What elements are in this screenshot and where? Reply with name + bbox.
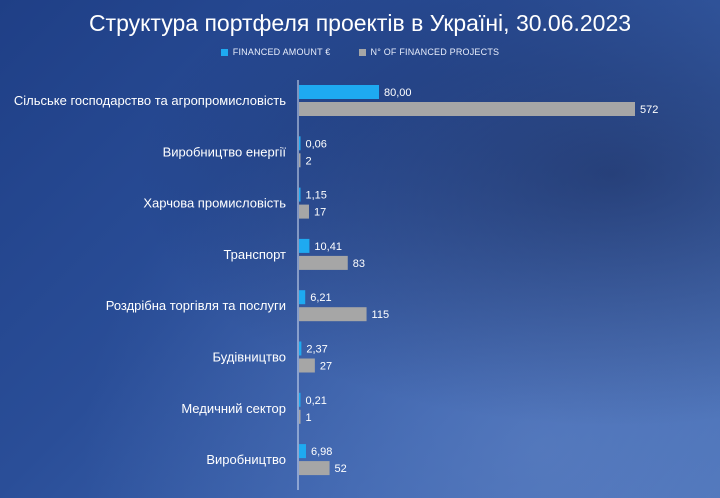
bar-financed-amount (299, 290, 306, 305)
bar-financed-projects (299, 358, 315, 373)
data-label-financed-amount: 2,37 (306, 344, 327, 356)
legend-swatch-financed-projects (358, 48, 366, 56)
category-label: Роздрібна торгівля та послуги (106, 298, 286, 313)
data-label-financed-amount: 0,06 (306, 138, 327, 150)
category-label: Будівництво (212, 350, 286, 365)
category-label: Медичний сектор (181, 401, 286, 416)
data-label-financed-projects: 1 (306, 412, 312, 424)
data-label-financed-amount: 6,21 (310, 292, 331, 304)
data-label-financed-amount: 80,00 (384, 87, 412, 99)
data-label-financed-projects: 83 (353, 258, 365, 270)
legend-label-financed-projects: N° OF FINANCED PROJECTS (370, 47, 500, 57)
data-label-financed-amount: 0,21 (306, 395, 327, 407)
bar-financed-projects (299, 255, 348, 270)
data-label-financed-amount: 1,15 (306, 190, 327, 202)
bar-financed-amount (299, 341, 302, 356)
bar-financed-amount (299, 85, 379, 99)
legend: FINANCED AMOUNT € N° OF FINANCED PROJECT… (0, 47, 720, 57)
bar-financed-projects (299, 307, 367, 322)
bar-financed-amount (299, 444, 306, 459)
bar-financed-amount (299, 187, 301, 202)
data-label-financed-projects: 52 (335, 463, 347, 475)
data-label-financed-amount: 6,98 (311, 446, 332, 458)
data-label-financed-projects: 115 (372, 309, 390, 321)
bar-financed-projects (299, 461, 330, 476)
bar-financed-projects (299, 204, 309, 219)
category-label: Харчова промисловість (143, 196, 286, 211)
category-label: Виробництво енергії (163, 144, 287, 159)
category-label: Виробництво (206, 452, 286, 467)
chart-title: Структура портфеля проектів в Україні, 3… (88, 10, 632, 36)
data-label-financed-projects: 27 (320, 361, 332, 373)
bar-financed-amount (299, 392, 301, 407)
legend-item-financed-amount: FINANCED AMOUNT € (220, 47, 331, 57)
bar-financed-projects (299, 153, 301, 168)
legend-label-financed-amount: FINANCED AMOUNT € (232, 47, 331, 57)
legend-item-financed-projects: N° OF FINANCED PROJECTS (358, 47, 500, 57)
bar-financed-amount (299, 238, 310, 253)
category-label: Транспорт (223, 247, 286, 262)
bar-financed-projects (299, 409, 301, 424)
bar-financed-amount (299, 136, 301, 151)
legend-swatch-financed-amount (220, 48, 228, 56)
category-label: Сільське господарство та агропромисловіс… (14, 93, 286, 108)
bar-financed-projects (299, 102, 635, 116)
data-label-financed-projects: 17 (314, 207, 326, 219)
data-label-financed-projects: 572 (640, 104, 658, 116)
data-label-financed-amount: 10,41 (314, 241, 342, 253)
data-label-financed-projects: 2 (306, 155, 312, 167)
